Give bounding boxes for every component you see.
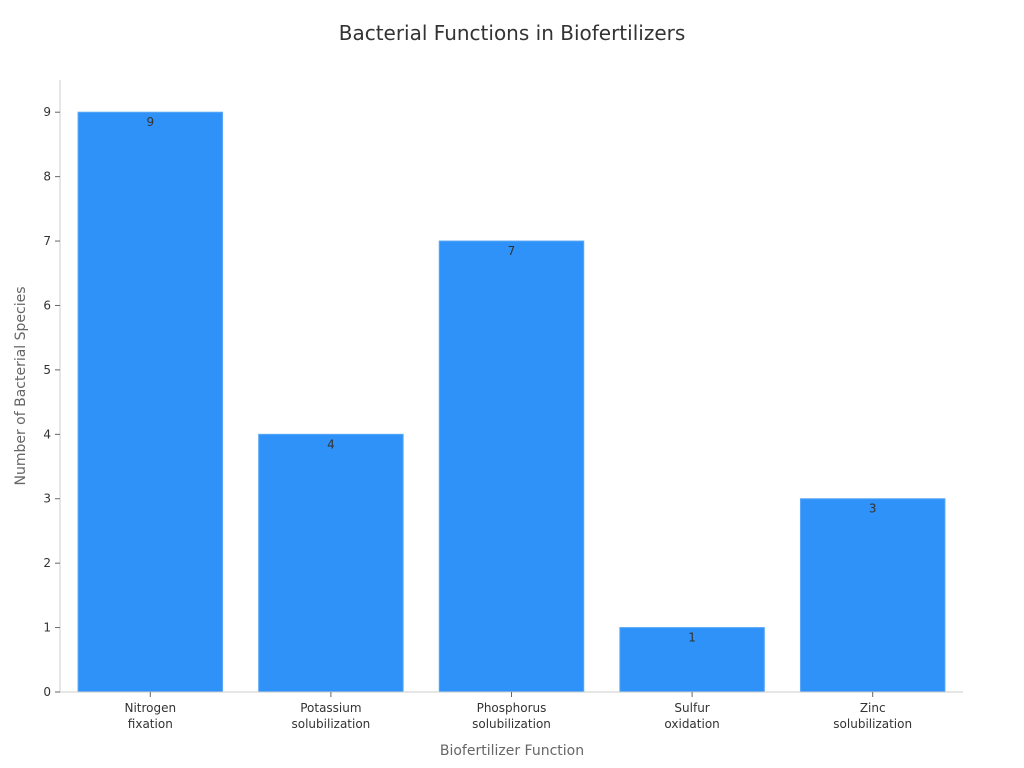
y-tick-label: 6 bbox=[43, 298, 51, 312]
data-label: 4 bbox=[327, 437, 335, 451]
data-label: 3 bbox=[869, 502, 877, 516]
x-tick-label: Sulfur oxidation bbox=[664, 701, 719, 731]
bar bbox=[619, 627, 765, 693]
y-tick-label: 4 bbox=[43, 427, 51, 441]
y-tick-label: 3 bbox=[43, 492, 51, 506]
y-axis-title: Number of Bacterial Species bbox=[13, 286, 29, 485]
data-label: 7 bbox=[508, 244, 516, 258]
bar bbox=[77, 111, 224, 693]
x-tick-label: Potassium solubilization bbox=[292, 701, 371, 731]
y-tick-label: 7 bbox=[43, 234, 51, 248]
x-axis-title: Biofertilizer Function bbox=[440, 743, 584, 759]
y-tick-label: 0 bbox=[43, 685, 51, 699]
y-tick-label: 1 bbox=[43, 621, 51, 635]
x-tick-label: Zinc solubilization bbox=[833, 701, 912, 731]
data-label: 9 bbox=[146, 115, 154, 129]
plot-area: 9 4 7 1 3 0 1 2 3 4 5 6 7 8 9 Nitrogen fixation Potassium… bbox=[43, 80, 963, 731]
y-tick-label: 8 bbox=[43, 170, 51, 184]
bar bbox=[438, 240, 585, 693]
bar bbox=[258, 433, 404, 693]
bar bbox=[799, 498, 946, 693]
x-tick-label: Phosphorus solubilization bbox=[472, 701, 551, 731]
chart-title: Bacterial Functions in Biofertilizers bbox=[339, 21, 686, 45]
data-label: 1 bbox=[688, 631, 696, 645]
x-tick-label: Nitrogen fixation bbox=[124, 701, 176, 731]
y-tick-label: 5 bbox=[43, 363, 51, 377]
y-tick-label: 2 bbox=[43, 556, 51, 570]
y-tick-label: 9 bbox=[43, 105, 51, 119]
